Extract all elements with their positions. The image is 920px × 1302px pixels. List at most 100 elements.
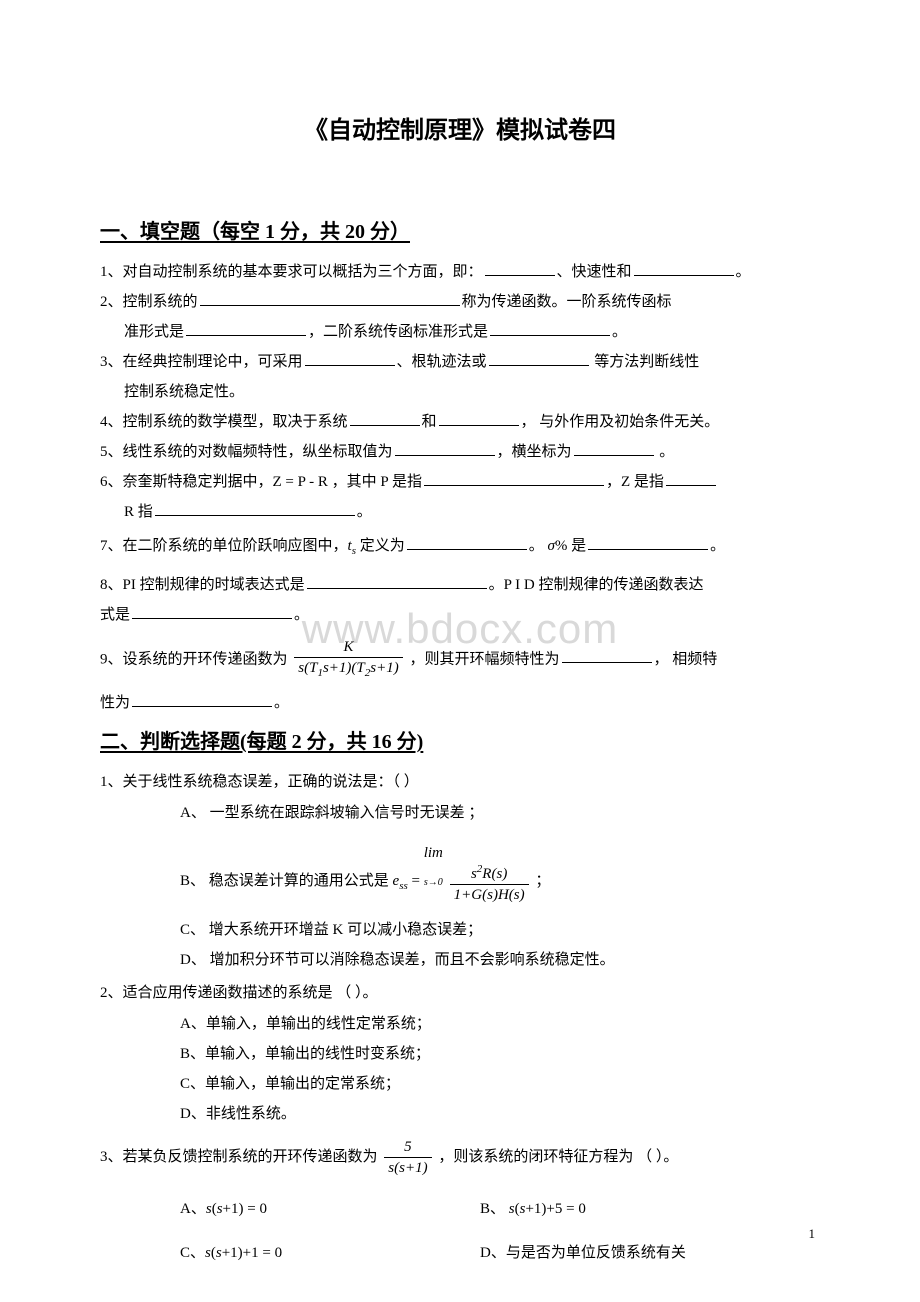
q4-text-c: ， 与外作用及初始条件无关。 [521,414,720,430]
blank [155,498,355,516]
s2q3-opts: A、s(s+1) = 0 B、 s(s+1)+5 = 0 C、s(s+1)+1 … [100,1194,820,1268]
q3: 3、在经典控制理论中，可采用 、根轨迹法或 等方法判断线性 [100,348,820,376]
blank [186,318,306,336]
s2q2: 2、适合应用传递函数描述的系统是 （ ）。 [100,979,820,1007]
optB-pre: B、 [480,1201,509,1217]
q2-cont: 准形式是 ，二阶系统传函标准形式是 。 [100,318,820,346]
s2q2-opts: A、单输入，单输出的线性定常系统； B、单输入，单输出的线性时变系统； C、单输… [100,1009,820,1129]
blank [307,571,487,589]
sigma-symbol: σ% [548,538,568,554]
s2q2-c: C、单输入，单输出的定常系统； [180,1069,820,1099]
s2q1-b-post: ； [535,873,550,889]
s2q1-opts: A、 一型系统在跟踪斜坡输入信号时无误差 ； B、 稳态误差计算的通用公式是 e… [100,798,820,975]
q3-text-c: 等方法判断线性 [591,354,700,370]
q1-text-b: 、快速性和 [557,264,632,280]
q5-text-c: 。 [656,444,675,460]
q1-text-c: 。 [736,264,751,280]
optA-pre: A、 [180,1201,206,1217]
s2q1-b-pre: B、 稳态误差计算的通用公式是 [180,873,389,889]
q6-text-c: R 指 [124,504,153,520]
section1-header: 一、填空题（每空 1 分，共 20 分） [100,215,820,244]
q2: 2、控制系统的 称为传递函数。一阶系统传函标 [100,288,820,316]
section2-header: 二、判断选择题(每题 2 分，共 16 分) [100,725,820,754]
blank [395,438,495,456]
q2-text-c: 准形式是 [124,324,184,340]
page-content: 《自动控制原理》模拟试卷四 一、填空题（每空 1 分，共 20 分） 1、对自动… [100,110,820,1268]
s2q2-a: A、单输入，单输出的线性定常系统； [180,1009,820,1039]
q8-cont: 式是 。 [100,601,820,629]
blank [634,258,734,276]
q6-text-b: ，Z 是指 [606,474,664,490]
q5: 5、线性系统的对数幅频特性，纵坐标取值为 ，横坐标为 。 [100,438,820,466]
q8-text-c: 式是 [100,607,130,623]
s2q3-optA: A、s(s+1) = 0 [180,1194,480,1224]
q1: 1、对自动控制系统的基本要求可以概括为三个方面，即： 、快速性和 。 [100,258,820,286]
ess-symbol: ess [393,873,408,889]
q7-text-c: 。 [529,538,544,554]
blank [132,601,292,619]
lim-symbol: lims→0 [424,838,443,898]
s2q3-fraction: 5 s(s+1) [384,1137,431,1178]
blank [200,288,460,306]
blank [666,468,716,486]
ts-symbol: ts [348,538,356,554]
s2q1: 1、关于线性系统稳态误差，正确的说法是：（ ） [100,768,820,796]
blank [132,689,272,707]
q6-text-a: 6、奈奎斯特稳定判据中，Z = P - R ，其中 P 是指 [100,474,422,490]
q8-text-d: 。 [294,607,309,623]
q7-text-e: 。 [710,538,725,554]
q9-text-a: 9、设系统的开环传递函数为 [100,651,288,667]
blank [350,408,420,426]
q9-text-c: ， 相频特 [654,651,718,667]
s2q2-b: B、单输入，单输出的线性时变系统； [180,1039,820,1069]
q2-text-e: 。 [612,324,627,340]
q5-text-b: ，横坐标为 [497,444,572,460]
blank [485,258,555,276]
s2q3-a: 3、若某负反馈控制系统的开环传递函数为 [100,1149,378,1165]
s2q1-a: A、 一型系统在跟踪斜坡输入信号时无误差 ； [180,798,820,828]
blank [574,438,654,456]
q1-text-a: 1、对自动控制系统的基本要求可以概括为三个方面，即： [100,264,483,280]
q9-text-b: ，则其开环幅频特性为 [409,651,559,667]
q9-cont: 性为 。 [100,689,820,717]
s2q3-b: ，则该系统的闭环特征方程为 （ ）。 [438,1149,678,1165]
blank [305,348,395,366]
blank [588,532,708,550]
q7-text-d: 是 [571,538,586,554]
q5-text-a: 5、线性系统的对数幅频特性，纵坐标取值为 [100,444,393,460]
s2q2-d: D、非线性系统。 [180,1099,820,1129]
q4: 4、控制系统的数学模型，取决于系统 和 ， 与外作用及初始条件无关。 [100,408,820,436]
q2-text-a: 2、控制系统的 [100,294,198,310]
q8: 8、PI 控制规律的时域表达式是 。P I D 控制规律的传递函数表达 [100,571,820,599]
q8-text-a: 8、PI 控制规律的时域表达式是 [100,577,305,593]
s2q1-b: B、 稳态误差计算的通用公式是 ess = lims→0 s2R(s) 1+G(… [180,838,820,905]
q2-text-b: 称为传递函数。一阶系统传函标 [462,294,672,310]
s2q1-fraction: s2R(s) 1+G(s)H(s) [450,859,529,905]
blank [407,532,527,550]
q9-text-d: 性为 [100,695,130,711]
q3-text-b: 、根轨迹法或 [397,354,487,370]
q7: 7、在二阶系统的单位阶跃响应图中，ts 定义为 。 σ% 是 。 [100,532,820,565]
q4-text-b: 和 [422,414,437,430]
optC-pre: C、 [180,1245,205,1261]
q7-text-a: 7、在二阶系统的单位阶跃响应图中， [100,538,348,554]
s2q1-d: D、 增加积分环节可以消除稳态误差，而且不会影响系统稳定性。 [180,945,820,975]
q9-text-e: 。 [274,695,289,711]
q6-cont: R 指。 [100,498,820,526]
s2q3-optD: D、与是否为单位反馈系统有关 [480,1238,686,1268]
q9-fraction: K s(T1s+1)(T2s+1) [294,637,402,683]
q7-text-b: 定义为 [360,538,405,554]
s2q1-c: C、 增大系统开环增益 K 可以减小稳态误差； [180,915,820,945]
q3-text-a: 3、在经典控制理论中，可采用 [100,354,303,370]
s2q3: 3、若某负反馈控制系统的开环传递函数为 5 s(s+1) ，则该系统的闭环特征方… [100,1137,820,1178]
q6: 6、奈奎斯特稳定判据中，Z = P - R ，其中 P 是指 ，Z 是指 [100,468,820,496]
q9: 9、设系统的开环传递函数为 K s(T1s+1)(T2s+1) ，则其开环幅频特… [100,637,820,683]
q3-text-d: 控制系统稳定性。 [124,384,244,400]
s2q3-optC: C、s(s+1)+1 = 0 [180,1238,480,1268]
blank [489,348,589,366]
blank [424,468,604,486]
blank [562,645,652,663]
q4-text-a: 4、控制系统的数学模型，取决于系统 [100,414,348,430]
q2-text-d: ，二阶系统传函标准形式是 [308,324,488,340]
q8-text-b: 。P I D 控制规律的传递函数表达 [489,577,704,593]
